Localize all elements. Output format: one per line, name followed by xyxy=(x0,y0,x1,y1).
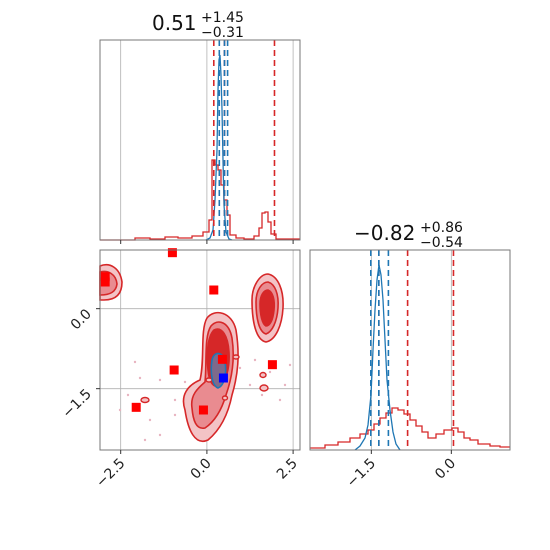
param1-histogram-frame xyxy=(99,39,301,241)
x-tick-label: −1.5 xyxy=(344,456,379,491)
point-marker xyxy=(198,405,208,415)
sample-dot xyxy=(158,378,162,382)
joint-density-frame xyxy=(99,249,301,451)
sample-dot xyxy=(148,418,152,422)
sample-dot xyxy=(183,380,187,384)
param2-title-value: −0.82 xyxy=(354,221,415,245)
sample-dot xyxy=(253,358,257,362)
sample-dot xyxy=(126,393,130,397)
point-marker xyxy=(167,248,177,258)
point-marker xyxy=(218,373,228,383)
sample-dot xyxy=(118,408,122,412)
small-contour xyxy=(259,384,269,392)
point-marker xyxy=(100,272,110,282)
sample-dot xyxy=(268,370,272,374)
param1-histogram-panel xyxy=(99,39,301,244)
sample-dot xyxy=(173,398,177,402)
point-marker xyxy=(131,402,141,412)
joint-density-panel xyxy=(96,248,301,454)
point-marker xyxy=(217,354,227,364)
param1-title-lower: −0.31 xyxy=(201,25,244,41)
point-marker xyxy=(100,277,110,287)
sample-dot xyxy=(238,366,242,370)
point-marker xyxy=(209,285,219,295)
small-contour xyxy=(205,377,213,383)
y-tick-label: 0.0 xyxy=(68,306,95,333)
small-contour xyxy=(232,354,240,360)
small-contour xyxy=(140,396,150,404)
sample-dot xyxy=(143,438,147,442)
sample-dot xyxy=(248,383,252,387)
param1-red-histogram xyxy=(100,159,300,241)
sample-dot xyxy=(158,433,162,437)
param2-red-histogram xyxy=(310,407,510,449)
x-tick-label: 0.0 xyxy=(432,456,459,483)
point-marker xyxy=(267,360,277,370)
x-tick-label: −2.5 xyxy=(93,456,128,491)
sample-dot xyxy=(278,398,282,402)
param1-title-value: 0.51 xyxy=(152,11,197,35)
point-marker xyxy=(169,365,179,375)
x-tick-label: 0.0 xyxy=(188,456,215,483)
param2-blue-histogram xyxy=(354,264,401,451)
small-contour xyxy=(259,371,267,379)
param2-histogram-panel xyxy=(309,249,511,454)
x-tick-label: 2.5 xyxy=(274,456,301,483)
right-contour-inner xyxy=(259,289,276,327)
param2-title: −0.82 +0.86 −0.54 xyxy=(354,220,463,251)
param1-title-upper: +1.45 xyxy=(201,10,244,26)
sample-dot xyxy=(288,363,292,367)
sample-dot xyxy=(133,360,137,364)
sample-dot xyxy=(260,393,264,397)
param2-title-upper: +0.86 xyxy=(420,220,463,236)
sample-dot xyxy=(173,413,177,417)
param2-histogram-frame xyxy=(309,249,511,451)
sample-dot xyxy=(283,383,287,387)
sample-dot xyxy=(138,376,142,380)
y-tick-label: −1.5 xyxy=(59,386,94,421)
small-contour xyxy=(221,395,229,401)
param1-title: 0.51 +1.45 −0.31 xyxy=(152,10,244,41)
param2-title-lower: −0.54 xyxy=(420,235,463,251)
